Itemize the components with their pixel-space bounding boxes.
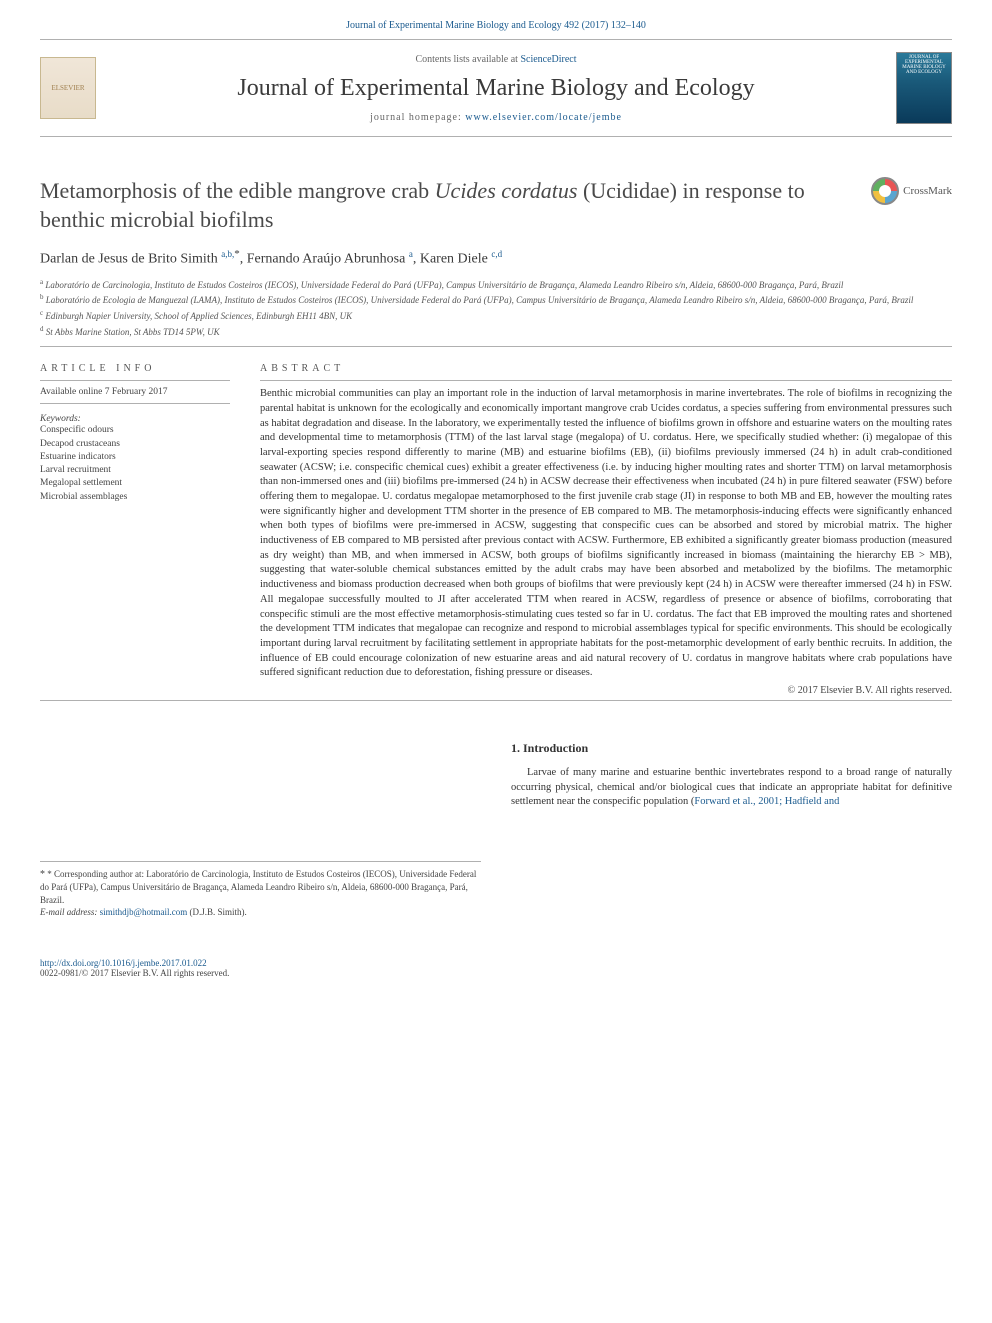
available-online-date: Available online 7 February 2017 [40,387,230,397]
affiliation: b Laboratório de Ecologia de Manguezal (… [40,293,952,307]
affiliation: d St Abbs Marine Station, St Abbs TD14 5… [40,325,952,339]
keyword: Microbial assemblages [40,491,230,504]
running-header-link[interactable]: Journal of Experimental Marine Biology a… [346,20,646,31]
crossmark-label: CrossMark [903,185,952,197]
footnotes: * * Corresponding author at: Laboratório… [40,861,481,918]
keywords-label: Keywords: [40,414,230,424]
email-link[interactable]: simithdjb@hotmail.com [100,907,188,917]
issn-copyright: 0022-0981/© 2017 Elsevier B.V. All right… [40,968,952,978]
crossmark-icon [871,177,899,205]
divider [260,380,952,381]
article-title: Metamorphosis of the edible mangrove cra… [40,177,820,234]
article-info-label: ARTICLE INFO [40,363,230,374]
keyword: Decapod crustaceans [40,438,230,451]
divider [40,346,952,347]
crossmark-badge[interactable]: CrossMark [871,177,952,205]
footer: http://dx.doi.org/10.1016/j.jembe.2017.0… [40,958,952,978]
contents-available: Contents lists available at ScienceDirec… [96,54,896,65]
citation-link[interactable]: Forward et al., 2001; Hadfield and [694,796,839,807]
affiliation: c Edinburgh Napier University, School of… [40,309,952,323]
authors: Darlan de Jesus de Brito Simith a,b,*, F… [40,248,952,268]
keyword: Larval recruitment [40,464,230,477]
divider [40,380,230,381]
affiliations: a Laboratório de Carcinologia, Instituto… [40,278,952,338]
elsevier-logo: ELSEVIER [40,57,96,119]
journal-name: Journal of Experimental Marine Biology a… [96,75,896,102]
sciencedirect-link[interactable]: ScienceDirect [520,54,576,65]
keyword: Megalopal settlement [40,477,230,490]
doi-link[interactable]: http://dx.doi.org/10.1016/j.jembe.2017.0… [40,958,207,968]
abstract-label: ABSTRACT [260,363,952,374]
affiliation: a Laboratório de Carcinologia, Instituto… [40,278,952,292]
keyword: Estuarine indicators [40,451,230,464]
keywords-list: Conspecific odoursDecapod crustaceansEst… [40,424,230,504]
keyword: Conspecific odours [40,424,230,437]
journal-header: ELSEVIER Contents lists available at Sci… [40,39,952,137]
journal-homepage: journal homepage: www.elsevier.com/locat… [96,112,896,123]
abstract-copyright: © 2017 Elsevier B.V. All rights reserved… [260,685,952,696]
divider [40,403,230,404]
journal-cover-thumb: JOURNAL OF EXPERIMENTAL MARINE BIOLOGY A… [896,52,952,124]
divider [40,700,952,701]
journal-homepage-link[interactable]: www.elsevier.com/locate/jembe [465,112,622,123]
intro-paragraph: Larvae of many marine and estuarine bent… [511,766,952,810]
running-header: Journal of Experimental Marine Biology a… [40,20,952,31]
section-heading-introduction: 1. Introduction [511,741,952,756]
corresponding-author: * * Corresponding author at: Laboratório… [40,868,481,906]
email-line: E-mail address: simithdjb@hotmail.com (D… [40,906,481,918]
abstract-text: Benthic microbial communities can play a… [260,387,952,681]
